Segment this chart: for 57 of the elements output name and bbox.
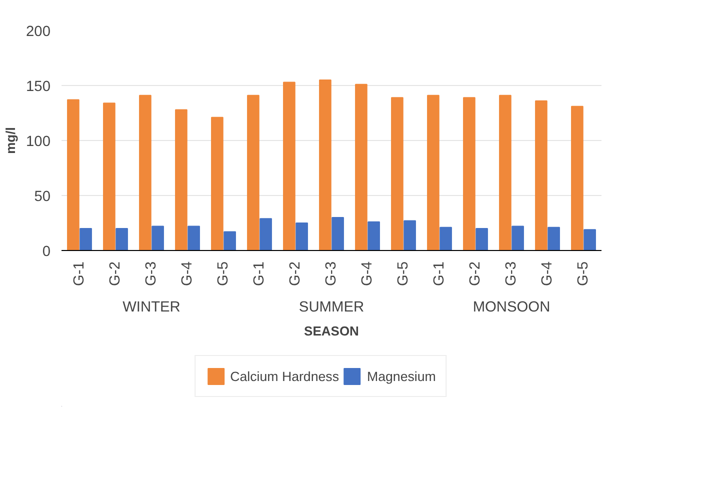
bar (391, 97, 404, 250)
bar (188, 226, 200, 250)
bar (332, 217, 344, 250)
x-tick-label: G-5 (576, 261, 592, 286)
bar (512, 226, 524, 250)
text: WINTER (122, 300, 180, 316)
bar (404, 220, 416, 250)
bar (211, 116, 224, 250)
x-tick-label: G-1 (72, 261, 88, 286)
bar (548, 226, 560, 250)
text: MONSOON (472, 300, 550, 316)
x-tick-label: G-5 (216, 261, 232, 286)
text: SUMMER (298, 300, 364, 316)
x-tick-label: G-3 (504, 261, 520, 286)
bar (224, 231, 236, 250)
bar (152, 226, 164, 250)
y-axis-title: mg/l (3, 127, 18, 154)
bar (247, 94, 260, 250)
x-tick-label: G-5 (396, 261, 412, 286)
bar (427, 94, 440, 250)
x-tick-label: G-2 (468, 261, 484, 286)
bar (116, 228, 128, 250)
x-tick-label: G-4 (360, 261, 376, 286)
x-tick-label: G-4 (180, 261, 196, 286)
bar (175, 109, 188, 250)
bar (476, 228, 488, 250)
y-tick-label: 100 (26, 134, 51, 150)
bar (584, 229, 596, 250)
x-tick-label: G-2 (288, 261, 304, 286)
bar (296, 222, 308, 250)
legend-label: Magnesium (366, 368, 436, 384)
y-tick-label: 50 (34, 189, 51, 205)
y-tick-label: 200 (26, 24, 51, 40)
x-tick-label: G-1 (252, 261, 268, 286)
y-tick-label: 0 (42, 244, 51, 260)
bar (368, 221, 380, 250)
bar (139, 94, 152, 250)
bar (463, 97, 476, 250)
bar (355, 84, 368, 250)
legend-label: Calcium Hardness (230, 368, 339, 384)
x-tick-label: G-1 (432, 261, 448, 286)
bar (260, 218, 272, 250)
y-tick-label: 150 (26, 79, 51, 95)
x-axis-title: SEASON (304, 324, 359, 338)
bar (103, 102, 116, 250)
bar (67, 99, 80, 250)
x-tick-label: G-4 (540, 261, 556, 286)
bar (499, 94, 512, 250)
bar (319, 80, 332, 250)
bar (80, 228, 92, 250)
x-tick-label: G-3 (324, 261, 340, 286)
x-tick-label: G-3 (144, 261, 160, 286)
bar (571, 106, 584, 250)
bar (440, 226, 452, 250)
bar (283, 82, 296, 250)
x-tick-label: G-2 (108, 261, 124, 286)
bar (535, 100, 548, 250)
